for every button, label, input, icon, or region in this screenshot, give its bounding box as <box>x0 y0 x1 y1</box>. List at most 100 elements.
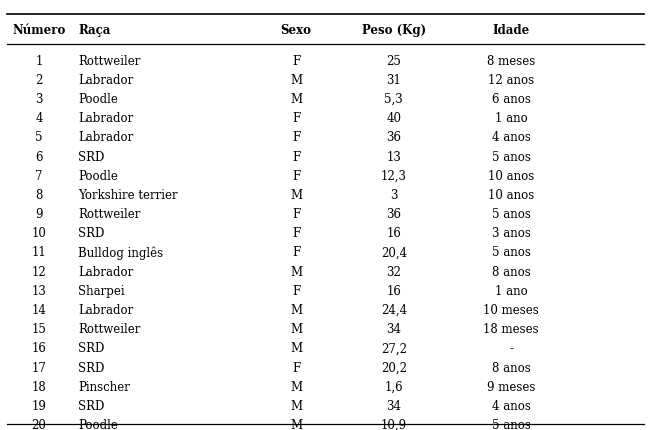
Text: 8: 8 <box>35 188 43 202</box>
Text: 5 anos: 5 anos <box>492 150 531 163</box>
Text: M: M <box>290 380 302 393</box>
Text: M: M <box>290 418 302 430</box>
Text: Labrador: Labrador <box>78 265 133 278</box>
Text: F: F <box>292 227 300 240</box>
Text: Labrador: Labrador <box>78 112 133 125</box>
Text: SRD: SRD <box>78 361 105 374</box>
Text: Rottweiler: Rottweiler <box>78 208 141 221</box>
Text: F: F <box>292 112 300 125</box>
Text: 4: 4 <box>35 112 43 125</box>
Text: Idade: Idade <box>492 24 530 37</box>
Text: 4 anos: 4 anos <box>492 399 531 412</box>
Text: 27,2: 27,2 <box>381 341 407 355</box>
Text: 10 anos: 10 anos <box>488 169 534 182</box>
Text: 2: 2 <box>35 74 43 87</box>
Text: Raça: Raça <box>78 24 111 37</box>
Text: M: M <box>290 341 302 355</box>
Text: F: F <box>292 150 300 163</box>
Text: F: F <box>292 284 300 297</box>
Text: 4 anos: 4 anos <box>492 131 531 144</box>
Text: 8 anos: 8 anos <box>492 361 531 374</box>
Text: 19: 19 <box>32 399 46 412</box>
Text: 14: 14 <box>32 303 46 316</box>
Text: 12: 12 <box>32 265 46 278</box>
Text: Número: Número <box>12 24 66 37</box>
Text: Sharpei: Sharpei <box>78 284 125 297</box>
Text: 12 anos: 12 anos <box>488 74 534 87</box>
Text: 1 ano: 1 ano <box>495 284 527 297</box>
Text: 10 anos: 10 anos <box>488 188 534 202</box>
Text: Poodle: Poodle <box>78 418 118 430</box>
Text: 32: 32 <box>387 265 401 278</box>
Text: Pinscher: Pinscher <box>78 380 130 393</box>
Text: 40: 40 <box>386 112 402 125</box>
Text: 18 meses: 18 meses <box>483 322 539 335</box>
Text: 20,4: 20,4 <box>381 246 407 259</box>
Text: -: - <box>509 341 513 355</box>
Text: SRD: SRD <box>78 399 105 412</box>
Text: F: F <box>292 246 300 259</box>
Text: 13: 13 <box>387 150 401 163</box>
Text: 5 anos: 5 anos <box>492 208 531 221</box>
Text: Labrador: Labrador <box>78 303 133 316</box>
Text: SRD: SRD <box>78 150 105 163</box>
Text: 34: 34 <box>386 399 402 412</box>
Text: 3: 3 <box>35 93 43 106</box>
Text: 20: 20 <box>32 418 46 430</box>
Text: 8 meses: 8 meses <box>487 55 535 68</box>
Text: 5: 5 <box>35 131 43 144</box>
Text: 24,4: 24,4 <box>381 303 407 316</box>
Text: 1 ano: 1 ano <box>495 112 527 125</box>
Text: M: M <box>290 303 302 316</box>
Text: M: M <box>290 93 302 106</box>
Text: 1,6: 1,6 <box>385 380 403 393</box>
Text: 16: 16 <box>32 341 46 355</box>
Text: Labrador: Labrador <box>78 131 133 144</box>
Text: 7: 7 <box>35 169 43 182</box>
Text: 12,3: 12,3 <box>381 169 407 182</box>
Text: 11: 11 <box>32 246 46 259</box>
Text: 31: 31 <box>387 74 401 87</box>
Text: 16: 16 <box>387 284 401 297</box>
Text: Rottweiler: Rottweiler <box>78 322 141 335</box>
Text: 8 anos: 8 anos <box>492 265 531 278</box>
Text: M: M <box>290 399 302 412</box>
Text: M: M <box>290 265 302 278</box>
Text: SRD: SRD <box>78 227 105 240</box>
Text: Yorkshire terrier: Yorkshire terrier <box>78 188 178 202</box>
Text: M: M <box>290 322 302 335</box>
Text: 20,2: 20,2 <box>381 361 407 374</box>
Text: M: M <box>290 74 302 87</box>
Text: 16: 16 <box>387 227 401 240</box>
Text: 6: 6 <box>35 150 43 163</box>
Text: 13: 13 <box>32 284 46 297</box>
Text: Rottweiler: Rottweiler <box>78 55 141 68</box>
Text: 36: 36 <box>386 208 402 221</box>
Text: 34: 34 <box>386 322 402 335</box>
Text: 5 anos: 5 anos <box>492 418 531 430</box>
Text: F: F <box>292 55 300 68</box>
Text: 10,9: 10,9 <box>381 418 407 430</box>
Text: 5 anos: 5 anos <box>492 246 531 259</box>
Text: 10: 10 <box>32 227 46 240</box>
Text: Peso (Kg): Peso (Kg) <box>362 24 426 37</box>
Text: 15: 15 <box>32 322 46 335</box>
Text: 1: 1 <box>35 55 43 68</box>
Text: SRD: SRD <box>78 341 105 355</box>
Text: Labrador: Labrador <box>78 74 133 87</box>
Text: 10 meses: 10 meses <box>483 303 539 316</box>
Text: 17: 17 <box>32 361 46 374</box>
Text: 3: 3 <box>390 188 398 202</box>
Text: 25: 25 <box>387 55 401 68</box>
Text: 18: 18 <box>32 380 46 393</box>
Text: F: F <box>292 361 300 374</box>
Text: F: F <box>292 169 300 182</box>
Text: 9: 9 <box>35 208 43 221</box>
Text: Bulldog inglês: Bulldog inglês <box>78 246 163 259</box>
Text: Poodle: Poodle <box>78 169 118 182</box>
Text: 5,3: 5,3 <box>385 93 403 106</box>
Text: 3 anos: 3 anos <box>492 227 531 240</box>
Text: M: M <box>290 188 302 202</box>
Text: 36: 36 <box>386 131 402 144</box>
Text: F: F <box>292 131 300 144</box>
